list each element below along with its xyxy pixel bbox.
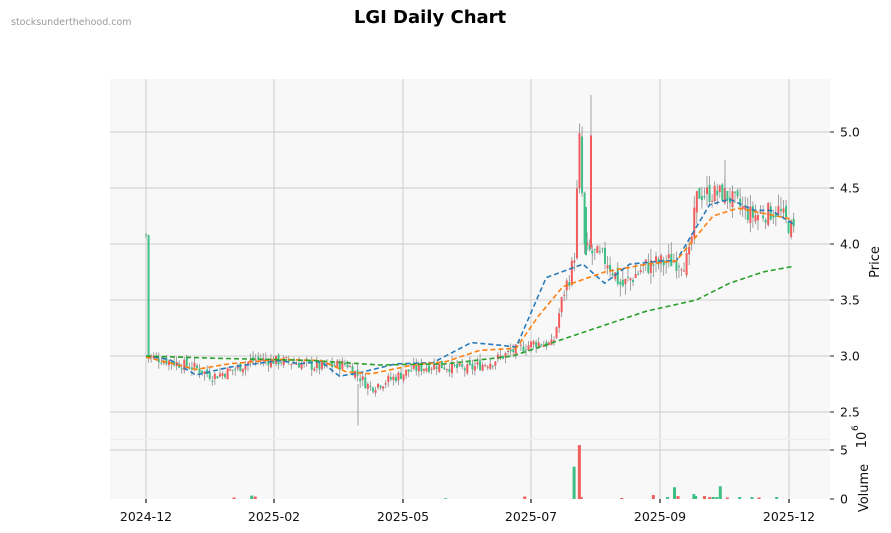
- volume-axis-label: Volume: [857, 464, 872, 512]
- volume-scale-label: 10: [855, 432, 870, 449]
- x-tick-label: 2025-02: [248, 509, 300, 524]
- y-tick-label: 4.5: [840, 181, 860, 196]
- watermark: stocksunderthehood.com: [11, 17, 132, 28]
- x-tick-label: 2025-09: [634, 509, 686, 524]
- x-tick-label: 2025-07: [505, 509, 557, 524]
- price-axis-label: Price: [868, 246, 883, 278]
- y-tick-label: 3.0: [840, 349, 860, 364]
- ma-line: [145, 207, 794, 375]
- x-tick-label: 2025-12: [763, 509, 815, 524]
- price-panel: [110, 79, 830, 439]
- volume-bars: [232, 445, 779, 499]
- y-tick-label: 4.0: [840, 237, 860, 252]
- y-tick-label: 3.5: [840, 293, 860, 308]
- y-tick-label: 5.0: [840, 125, 860, 140]
- y-tick-label: 2.5: [840, 405, 860, 420]
- moving-averages: [145, 198, 794, 378]
- chart-title: LGI Daily Chart: [353, 7, 507, 28]
- axes: 2.5 3.0 3.5 4.0 4.5 5.0 0 5 2024-12 2025-02 2025-0…: [120, 125, 883, 525]
- x-tick-label: 2024-12: [120, 509, 172, 524]
- volume-scale-exponent: 6: [851, 425, 861, 431]
- ma-line: [145, 265, 794, 366]
- volume-tick-label: 0: [840, 492, 848, 507]
- volume-panel: [110, 440, 830, 499]
- ma-line: [145, 198, 794, 378]
- gridlines: [110, 79, 830, 499]
- candlesticks: [145, 95, 795, 426]
- volume-tick-label: 5: [840, 443, 848, 458]
- x-tick-label: 2025-05: [377, 509, 429, 524]
